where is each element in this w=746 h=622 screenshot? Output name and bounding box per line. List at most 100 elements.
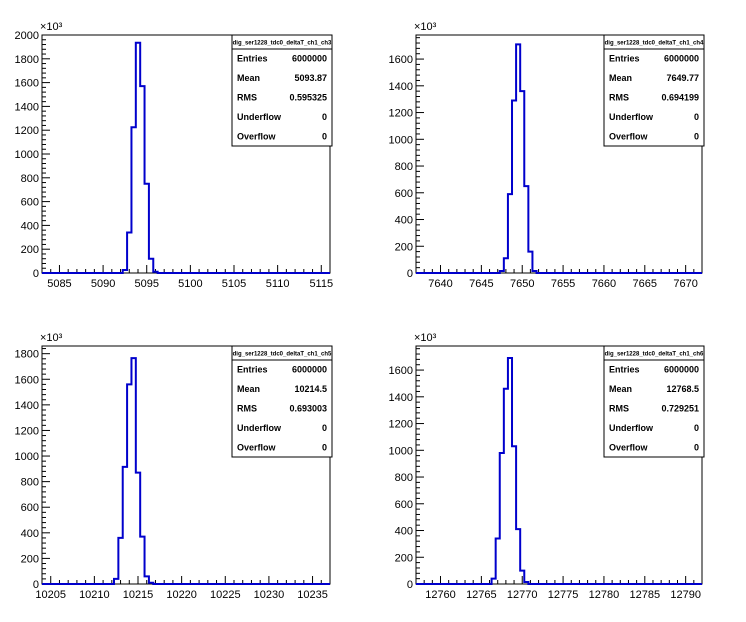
stats-row-label: RMS [609,93,629,103]
stats-row-label: Entries [609,54,640,64]
x-tick-label: 10235 [297,589,328,601]
y-tick-label: 600 [395,499,413,511]
x-tick-label: 12770 [507,589,538,601]
stats-row-value: 12768.5 [666,384,699,394]
stats-row-value: 0 [322,442,327,452]
x-tick-label: 12765 [466,589,497,601]
y-tick-label: 600 [21,502,39,514]
x-tick-label: 7645 [469,278,493,290]
histogram-line [42,357,330,585]
histogram-bin [136,43,140,273]
histogram-bin [520,571,524,584]
stats-row-label: Mean [609,384,632,394]
y-tick-label: 200 [21,244,39,256]
histogram-bin [508,358,512,584]
y-tick-label: 1400 [389,81,413,93]
x-tick-label: 7665 [633,278,657,290]
histogram-bin [118,538,122,584]
histogram-bin [516,529,520,584]
y-tick-label: 1400 [15,400,39,412]
x-tick-label: 7660 [592,278,616,290]
stats-title: dig_ser1228_tdc0_deltaT_ch1_ch4 [605,41,704,47]
x-tick-label: 7655 [551,278,575,290]
stats-row-label: Underflow [609,112,654,122]
y-tick-label: 0 [33,579,39,591]
y-tick-label: 800 [21,173,39,185]
histogram-bin [520,91,524,273]
x-tick-label: 12785 [630,589,661,601]
histogram-bin [500,271,504,273]
y-tick-label: 1200 [15,125,39,137]
histogram-bin [512,101,516,273]
histogram-bin [149,259,153,273]
stats-row-value: 6000000 [664,54,699,64]
histogram-panel: 0 200 400 600 800 1000 1200 1400 1600 1800 2000 508… [15,21,334,290]
stats-row-value: 0 [322,423,327,433]
y-tick-label: 1000 [15,149,39,161]
x-tick-label: 5085 [47,278,71,290]
y-exponent-label: ×10³ [414,332,437,344]
y-tick-label: 1200 [15,425,39,437]
stats-row-label: RMS [609,404,629,414]
histogram-bin [512,446,516,584]
y-tick-label: 1000 [389,134,413,146]
x-tick-label: 10205 [35,589,66,601]
x-tick-label: 5105 [222,278,246,290]
y-tick-label: 1000 [389,445,413,457]
y-tick-label: 200 [395,552,413,564]
stats-box [603,34,705,147]
histogram-bin [496,539,500,584]
y-tick-label: 1200 [389,108,413,120]
histogram-bin [153,272,157,273]
y-tick-label: 200 [395,241,413,253]
x-tick-label: 7640 [428,278,452,290]
stats-title: dig_ser1228_tdc0_deltaT_ch1_ch3 [233,41,332,47]
x-tick-label: 12760 [425,589,456,601]
stats-row-value: 0.729251 [661,404,699,414]
y-tick-label: 200 [21,553,39,565]
x-tick-label: 7670 [673,278,697,290]
y-tick-label: 800 [395,472,413,484]
stats-row-value: 0.694199 [661,93,699,103]
x-tick-label: 5110 [266,278,290,290]
x-tick-label: 12775 [548,589,579,601]
y-tick-label: 1200 [389,419,413,431]
stats-box [603,345,705,458]
histogram-panel: 0 200 400 600 800 1000 1200 1400 1600 1800 10205 10… [15,332,333,601]
y-tick-label: 600 [21,197,39,209]
x-tick-label: 10220 [166,589,197,601]
stats-row-label: Overflow [609,442,649,452]
stats-row-value: 0.693003 [289,404,327,414]
stats-row-value: 5093.87 [294,73,327,83]
y-tick-label: 1000 [15,451,39,463]
histogram-bin [504,258,508,273]
y-exponent-label: ×10³ [414,21,437,33]
y-tick-label: 800 [395,161,413,173]
histogram-bin [145,576,149,584]
histogram-bin [140,86,144,273]
histogram-bin [516,44,520,273]
stats-row-label: RMS [237,93,257,103]
stats-row-value: 0 [322,131,327,141]
stats-row-label: RMS [237,404,257,414]
histogram-bin [140,537,144,584]
histogram-bin [127,233,131,273]
y-tick-label: 0 [407,579,413,591]
histogram-bin [123,467,127,584]
stats-row-value: 10214.5 [294,384,327,394]
histogram-bin [136,473,140,584]
stats-row-label: Mean [609,73,632,83]
histogram-bin [532,271,536,273]
stats-title: dig_ser1228_tdc0_deltaT_ch1_ch5 [233,352,332,358]
stats-row-label: Overflow [237,442,277,452]
stats-row-label: Entries [609,365,640,375]
histogram-bin [131,358,135,584]
stats-row-value: 0 [322,112,327,122]
histogram-bin [524,582,528,584]
y-tick-label: 400 [395,215,413,227]
histogram-panel: 0 200 400 600 800 1000 1200 1400 1600 7640 7645 765… [389,21,705,290]
stats-box [231,34,333,147]
y-tick-label: 1600 [15,374,39,386]
histogram-line [42,41,330,274]
